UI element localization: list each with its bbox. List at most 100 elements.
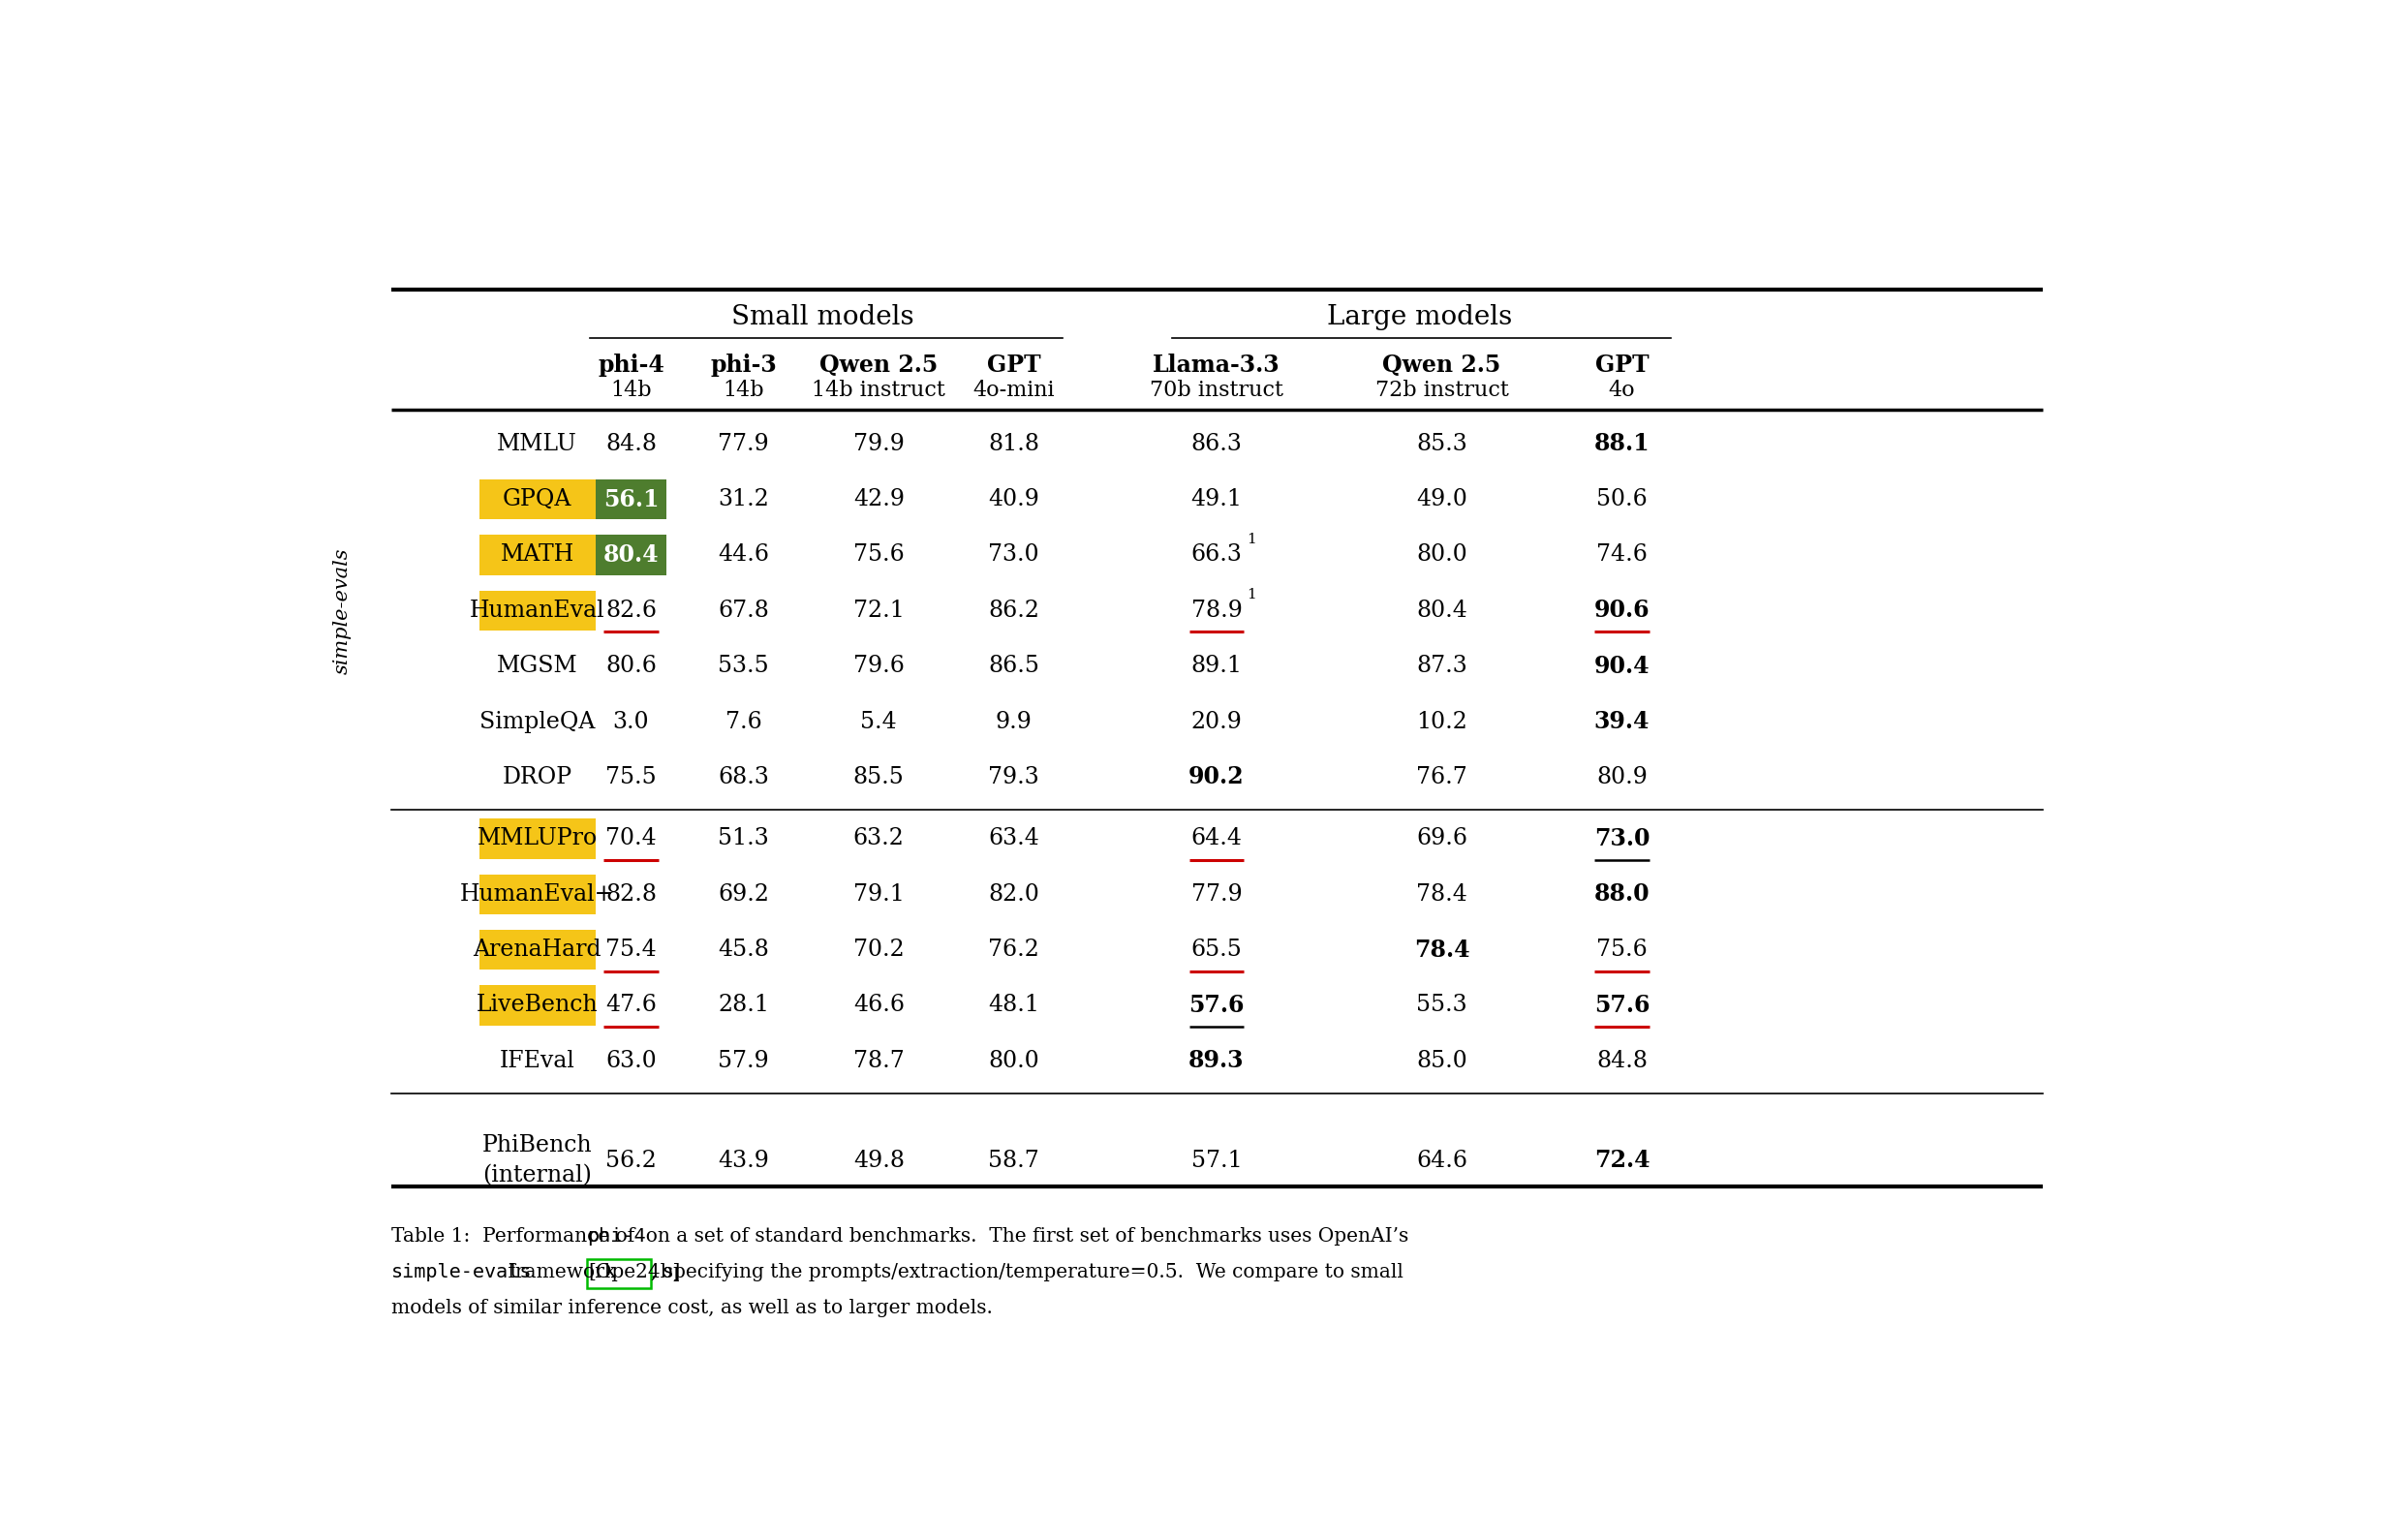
Text: LiveBench: LiveBench — [476, 995, 599, 1016]
Text: phi-4: phi-4 — [597, 354, 664, 377]
Text: 78.4: 78.4 — [1415, 938, 1470, 961]
Text: phi-3: phi-3 — [710, 354, 777, 377]
Text: 86.5: 86.5 — [989, 654, 1039, 678]
Text: (internal): (internal) — [484, 1164, 592, 1186]
Text: MMLU: MMLU — [498, 433, 577, 454]
Text: Table 1:  Performance of: Table 1: Performance of — [390, 1227, 640, 1246]
Text: 89.3: 89.3 — [1189, 1049, 1244, 1072]
Text: 9.9: 9.9 — [996, 710, 1032, 733]
Text: 69.2: 69.2 — [717, 882, 770, 906]
Text: 80.0: 80.0 — [1417, 544, 1468, 567]
Text: 5.4: 5.4 — [861, 710, 897, 733]
Text: 88.1: 88.1 — [1595, 433, 1651, 456]
Text: simple-evals: simple-evals — [332, 547, 351, 673]
Text: 45.8: 45.8 — [717, 939, 770, 961]
Text: 49.1: 49.1 — [1191, 488, 1241, 510]
Text: 90.4: 90.4 — [1595, 654, 1651, 678]
Text: 78.9: 78.9 — [1191, 599, 1241, 622]
Text: 70.4: 70.4 — [606, 827, 657, 850]
Text: 73.0: 73.0 — [989, 544, 1039, 567]
Text: 63.0: 63.0 — [606, 1050, 657, 1072]
Text: 68.3: 68.3 — [717, 765, 770, 788]
Text: Llama-3.3: Llama-3.3 — [1152, 354, 1280, 377]
Text: 75.5: 75.5 — [606, 765, 657, 788]
Text: 88.0: 88.0 — [1595, 882, 1651, 906]
Text: GPT: GPT — [1595, 354, 1648, 377]
Text: 69.6: 69.6 — [1417, 827, 1468, 850]
Text: 90.6: 90.6 — [1595, 599, 1651, 622]
Text: 57.6: 57.6 — [1189, 993, 1244, 1016]
Text: IFEval: IFEval — [500, 1050, 575, 1072]
Text: 43.9: 43.9 — [717, 1149, 770, 1172]
Text: HumanEval+: HumanEval+ — [460, 882, 614, 906]
Text: 39.4: 39.4 — [1595, 710, 1651, 733]
Text: 31.2: 31.2 — [717, 488, 770, 510]
Text: 64.6: 64.6 — [1417, 1149, 1468, 1172]
Text: 72b instruct: 72b instruct — [1374, 379, 1509, 400]
FancyBboxPatch shape — [479, 875, 594, 915]
FancyBboxPatch shape — [594, 479, 666, 519]
Text: 4o: 4o — [1610, 379, 1636, 400]
Text: [Ope24b]: [Ope24b] — [587, 1263, 681, 1281]
Text: GPQA: GPQA — [503, 488, 573, 510]
Text: MATH: MATH — [500, 544, 575, 567]
Text: 82.6: 82.6 — [606, 599, 657, 622]
Text: 78.7: 78.7 — [854, 1050, 905, 1072]
Text: 44.6: 44.6 — [717, 544, 770, 567]
Text: 75.4: 75.4 — [606, 939, 657, 961]
FancyBboxPatch shape — [479, 590, 594, 630]
Text: 14b: 14b — [611, 379, 652, 400]
Text: 72.4: 72.4 — [1595, 1149, 1651, 1172]
Text: 67.8: 67.8 — [717, 599, 770, 622]
Text: 80.4: 80.4 — [1417, 599, 1468, 622]
Text: 53.5: 53.5 — [717, 654, 770, 678]
Text: 66.3: 66.3 — [1191, 544, 1241, 567]
Text: 46.6: 46.6 — [854, 995, 905, 1016]
Text: phi-4: phi-4 — [587, 1227, 645, 1246]
Text: Qwen 2.5: Qwen 2.5 — [820, 354, 938, 377]
Text: 56.2: 56.2 — [606, 1149, 657, 1172]
Text: 87.3: 87.3 — [1417, 654, 1468, 678]
Text: 20.9: 20.9 — [1191, 710, 1241, 733]
Text: 48.1: 48.1 — [989, 995, 1039, 1016]
Text: 76.2: 76.2 — [989, 939, 1039, 961]
Text: 77.9: 77.9 — [1191, 882, 1241, 906]
Text: 79.1: 79.1 — [854, 882, 905, 906]
Text: 86.3: 86.3 — [1191, 433, 1241, 454]
Text: 82.8: 82.8 — [606, 882, 657, 906]
Text: 40.9: 40.9 — [989, 488, 1039, 510]
Text: 7.6: 7.6 — [724, 710, 763, 733]
Text: on a set of standard benchmarks.  The first set of benchmarks uses OpenAI’s: on a set of standard benchmarks. The fir… — [633, 1227, 1408, 1246]
Text: 80.6: 80.6 — [606, 654, 657, 678]
Text: 74.6: 74.6 — [1595, 544, 1648, 567]
FancyBboxPatch shape — [479, 479, 594, 519]
Text: 73.0: 73.0 — [1595, 827, 1651, 850]
Text: 63.2: 63.2 — [854, 827, 905, 850]
FancyBboxPatch shape — [594, 534, 666, 574]
Text: 80.9: 80.9 — [1595, 765, 1648, 788]
Text: 70.2: 70.2 — [854, 939, 905, 961]
Text: PhiBench: PhiBench — [481, 1135, 592, 1157]
Text: 81.8: 81.8 — [989, 433, 1039, 454]
Text: MMLUPro: MMLUPro — [476, 827, 597, 850]
Text: 76.7: 76.7 — [1417, 765, 1468, 788]
Text: 82.0: 82.0 — [989, 882, 1039, 906]
Text: 1: 1 — [1246, 588, 1256, 602]
Text: 64.4: 64.4 — [1191, 827, 1241, 850]
Text: 42.9: 42.9 — [854, 488, 905, 510]
Text: 10.2: 10.2 — [1417, 710, 1468, 733]
FancyBboxPatch shape — [479, 819, 594, 859]
Text: 89.1: 89.1 — [1191, 654, 1241, 678]
Text: 86.2: 86.2 — [989, 599, 1039, 622]
Text: framework: framework — [503, 1263, 623, 1281]
Text: 84.8: 84.8 — [1595, 1050, 1648, 1072]
Text: 47.6: 47.6 — [606, 995, 657, 1016]
Text: GPT: GPT — [986, 354, 1042, 377]
Text: ArenaHard: ArenaHard — [474, 939, 602, 961]
Text: 3.0: 3.0 — [614, 710, 650, 733]
Text: models of similar inference cost, as well as to larger models.: models of similar inference cost, as wel… — [390, 1298, 991, 1317]
Text: 77.9: 77.9 — [717, 433, 770, 454]
Text: 78.4: 78.4 — [1417, 882, 1468, 906]
Text: 14b: 14b — [722, 379, 765, 400]
Text: 57.6: 57.6 — [1595, 993, 1651, 1016]
